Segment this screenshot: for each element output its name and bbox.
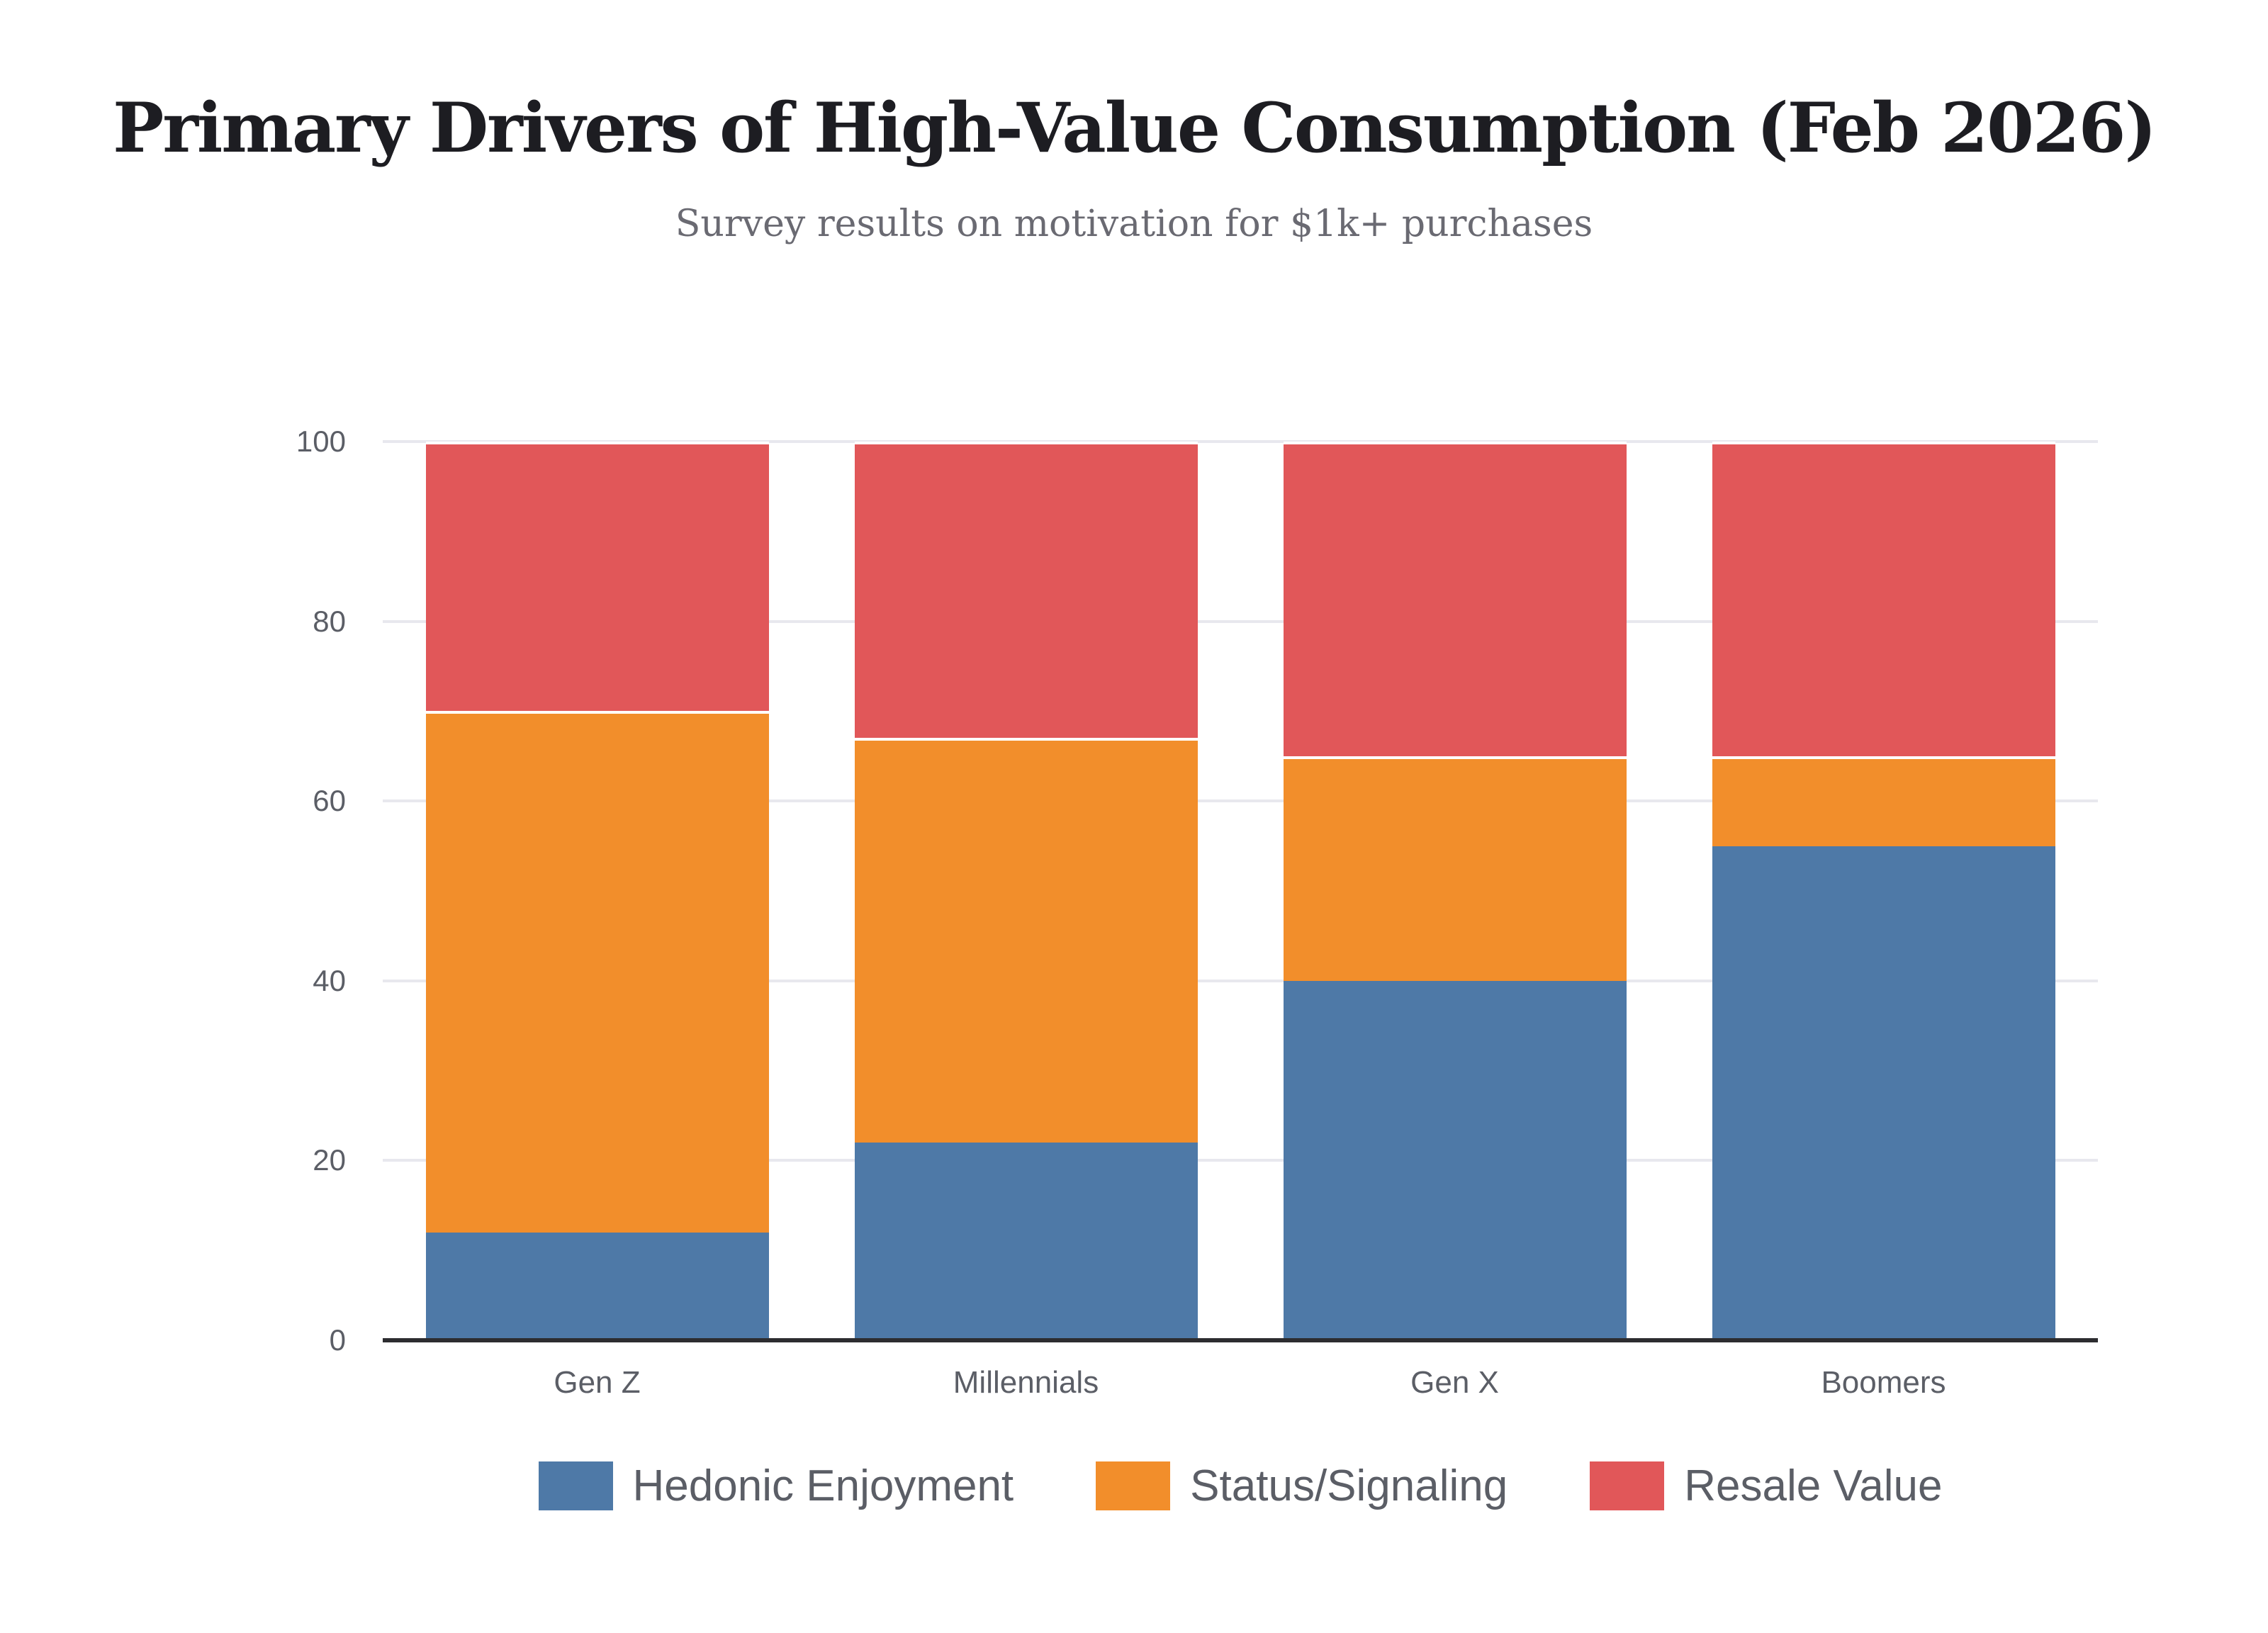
x-axis-category-label: Millennials [953,1365,1099,1400]
chart-subtitle: Survey results on motivation for $1k+ pu… [675,203,1593,245]
bar-segment [425,1232,769,1340]
bar-segment [1283,756,1627,981]
bar-segment [854,1143,1198,1340]
legend-swatch-icon [538,1461,613,1510]
legend-item: Resale Value [1590,1461,1942,1510]
bar-segment [425,442,769,712]
bar-segment [1712,442,2055,756]
legend-swatch-icon [1096,1461,1171,1510]
bar-segment [854,738,1198,1143]
legend-item: Hedonic Enjoyment [538,1461,1014,1510]
gridline-y20 [383,1159,2098,1162]
bar-segment [1712,756,2055,846]
legend-label: Status/Signaling [1190,1461,1508,1510]
x-axis-category-label: Gen X [1410,1365,1499,1400]
x-axis-category-label: Gen Z [554,1365,641,1400]
legend-label: Resale Value [1684,1461,1943,1510]
y-axis-tick-label: 40 [313,963,346,997]
chart-title: Primary Drivers of High-Value Consumptio… [113,88,2157,168]
bar-segment [1283,980,1627,1340]
gridline-y40 [383,979,2098,982]
bar-segment [1712,846,2055,1340]
gridline-y60 [383,799,2098,803]
bar-segment [425,711,769,1233]
legend: Hedonic Enjoyment Status/Signaling Resale … [383,1461,2098,1510]
y-axis-tick-label: 20 [313,1143,346,1177]
y-axis-tick-label: 0 [329,1323,346,1357]
bar-segment [854,442,1198,739]
legend-label: Hedonic Enjoyment [632,1461,1014,1510]
gridline-y80 [383,619,2098,623]
y-axis-tick-label: 60 [313,784,346,818]
gridline-y100 [383,440,2098,443]
legend-item: Status/Signaling [1096,1461,1508,1510]
x-axis-line [383,1338,2098,1342]
legend-swatch-icon [1590,1461,1665,1510]
x-axis-category-label: Boomers [1821,1365,1946,1400]
bar-segment [1283,442,1627,756]
y-axis-tick-label: 80 [313,604,346,638]
y-axis-tick-label: 100 [296,425,346,458]
